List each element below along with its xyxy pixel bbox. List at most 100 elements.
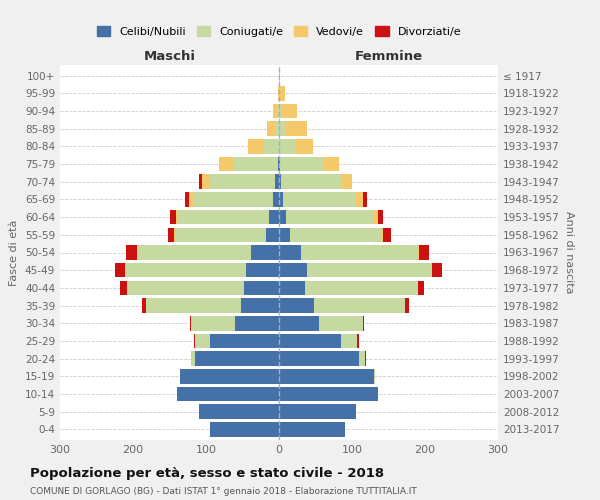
Bar <box>234 157 278 172</box>
Bar <box>279 86 285 101</box>
Bar <box>193 192 273 206</box>
Bar <box>279 334 341 348</box>
Bar <box>185 192 189 206</box>
Bar <box>280 157 324 172</box>
Bar <box>324 157 339 172</box>
Bar <box>195 334 209 348</box>
Bar <box>266 122 275 136</box>
Text: Popolazione per età, sesso e stato civile - 2018: Popolazione per età, sesso e stato civil… <box>30 468 384 480</box>
Bar <box>286 210 374 224</box>
Bar <box>174 228 175 242</box>
Bar <box>125 263 126 278</box>
Bar <box>279 157 280 172</box>
Bar <box>248 139 263 154</box>
Bar <box>209 422 279 436</box>
Bar <box>357 334 359 348</box>
Bar <box>281 174 341 189</box>
Bar <box>279 139 295 154</box>
Bar <box>290 228 381 242</box>
Bar <box>269 210 279 224</box>
Bar <box>263 139 279 154</box>
Bar <box>209 174 275 189</box>
Bar <box>418 245 419 260</box>
Bar <box>279 404 356 419</box>
Bar <box>190 316 191 330</box>
Bar <box>115 263 125 278</box>
Bar <box>273 104 277 118</box>
Bar <box>266 228 279 242</box>
Bar <box>356 192 363 206</box>
Bar <box>405 298 409 313</box>
Bar <box>278 86 279 101</box>
Bar <box>195 352 279 366</box>
Bar <box>176 210 178 224</box>
Bar <box>199 404 279 419</box>
Legend: Celibi/Nubili, Coniugati/e, Vedovi/e, Divorziati/e: Celibi/Nubili, Coniugati/e, Vedovi/e, Di… <box>92 22 466 42</box>
Bar <box>279 228 290 242</box>
Text: COMUNE DI GORLAGO (BG) - Dati ISTAT 1° gennaio 2018 - Elaborazione TUTTITALIA.IT: COMUNE DI GORLAGO (BG) - Dati ISTAT 1° g… <box>30 488 417 496</box>
Bar <box>170 210 176 224</box>
Bar <box>279 387 377 402</box>
Bar <box>305 280 418 295</box>
Bar <box>277 104 279 118</box>
Bar <box>307 263 431 278</box>
Bar <box>359 352 365 366</box>
Bar <box>341 334 357 348</box>
Bar <box>363 316 364 330</box>
Bar <box>235 316 279 330</box>
Bar <box>279 68 280 83</box>
Bar <box>279 122 285 136</box>
Bar <box>381 228 383 242</box>
Bar <box>126 263 246 278</box>
Bar <box>175 228 266 242</box>
Bar <box>251 245 279 260</box>
Bar <box>279 352 359 366</box>
Bar <box>285 122 307 136</box>
Bar <box>301 245 418 260</box>
Text: Maschi: Maschi <box>143 50 196 63</box>
Bar <box>383 228 391 242</box>
Bar <box>279 263 307 278</box>
Bar <box>168 228 174 242</box>
Bar <box>209 334 279 348</box>
Bar <box>279 369 374 384</box>
Bar <box>275 122 279 136</box>
Bar <box>275 174 279 189</box>
Bar <box>418 280 424 295</box>
Bar <box>363 192 367 206</box>
Bar <box>279 104 281 118</box>
Bar <box>377 210 383 224</box>
Y-axis label: Anni di nascita: Anni di nascita <box>563 211 574 294</box>
Text: Femmine: Femmine <box>355 50 422 63</box>
Bar <box>241 298 279 313</box>
Bar <box>314 298 405 313</box>
Bar <box>244 280 279 295</box>
Bar <box>419 245 430 260</box>
Bar <box>281 104 297 118</box>
Bar <box>189 192 193 206</box>
Bar <box>319 316 363 330</box>
Bar <box>365 352 366 366</box>
Bar <box>279 298 314 313</box>
Bar <box>202 174 209 189</box>
Bar <box>146 298 241 313</box>
Bar <box>199 174 202 189</box>
Bar <box>278 157 279 172</box>
Y-axis label: Fasce di età: Fasce di età <box>10 220 19 286</box>
Bar <box>246 263 279 278</box>
Bar <box>178 210 269 224</box>
Bar <box>374 210 377 224</box>
Bar <box>138 245 251 260</box>
Bar <box>279 174 281 189</box>
Bar <box>279 245 301 260</box>
Bar <box>279 192 283 206</box>
Bar <box>279 316 319 330</box>
Bar <box>295 139 313 154</box>
Bar <box>137 245 138 260</box>
Bar <box>341 174 352 189</box>
Bar <box>142 298 146 313</box>
Bar <box>127 245 137 260</box>
Bar <box>127 280 244 295</box>
Bar <box>177 387 279 402</box>
Bar <box>191 316 235 330</box>
